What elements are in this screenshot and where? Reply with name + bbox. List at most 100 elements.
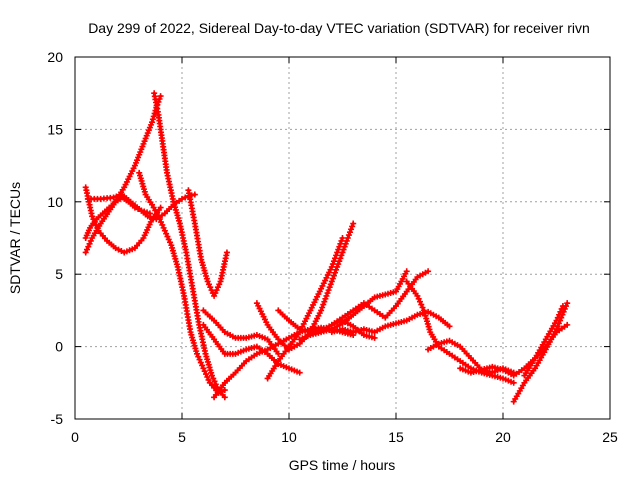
data-point	[335, 246, 342, 253]
data-point	[296, 369, 303, 376]
chart-title: Day 299 of 2022, Sidereal Day-to-day VTE…	[88, 20, 590, 36]
data-point	[113, 193, 120, 200]
data-point	[334, 263, 341, 270]
data-point	[146, 210, 153, 217]
x-tick-label: 0	[71, 429, 79, 445]
data-point	[318, 307, 325, 314]
data-point	[338, 237, 345, 244]
data-point	[326, 284, 333, 291]
x-tick-label: 25	[602, 429, 618, 445]
data-point	[345, 232, 352, 239]
data-point	[191, 191, 198, 198]
data-point	[323, 292, 330, 299]
data-point	[149, 116, 156, 123]
data-point	[328, 278, 335, 285]
data-point	[334, 249, 341, 256]
data-point	[223, 249, 230, 256]
series-track-7	[185, 187, 230, 299]
data-point	[131, 204, 138, 211]
data-point	[371, 334, 378, 341]
data-point	[342, 240, 349, 247]
data-point	[221, 394, 228, 401]
data-point	[343, 237, 350, 244]
data-point	[344, 235, 351, 241]
data-point	[157, 204, 164, 211]
data-point	[325, 287, 332, 294]
y-tick-label: 10	[47, 194, 63, 210]
series-track-1	[82, 93, 164, 256]
y-tick-label: 20	[47, 49, 63, 65]
x-tick-label: 5	[178, 429, 186, 445]
data-point	[321, 298, 328, 305]
series-track-16	[328, 308, 453, 336]
grid	[75, 57, 610, 419]
data-point	[150, 113, 157, 120]
data-point	[275, 350, 282, 357]
data-point	[338, 252, 345, 259]
data-point	[425, 268, 432, 275]
data-point	[328, 263, 335, 270]
y-axis-label: SDTVAR / TECUs	[7, 182, 23, 294]
data-point	[330, 272, 337, 279]
data-point	[559, 303, 566, 310]
data-point	[135, 206, 142, 213]
series-track-12	[264, 235, 346, 382]
data-point	[341, 243, 348, 250]
data-point	[150, 215, 157, 222]
y-tick-label: 5	[55, 266, 63, 282]
series-track-21	[521, 303, 566, 379]
data-point	[332, 269, 339, 276]
data-point	[564, 321, 571, 328]
data-point	[403, 268, 410, 275]
data-point	[332, 255, 339, 262]
y-tick-label: -5	[51, 411, 64, 427]
y-tick-label: 0	[55, 339, 63, 355]
data-point	[333, 252, 340, 259]
data-point	[322, 295, 329, 302]
series-track-15	[328, 268, 432, 328]
data-point	[149, 119, 156, 126]
data-point	[346, 229, 353, 236]
data-point	[151, 110, 158, 117]
data-point	[157, 93, 164, 100]
data-point	[337, 255, 344, 262]
x-tick-label: 15	[388, 429, 404, 445]
data-point	[319, 304, 326, 311]
x-tick-label: 20	[495, 429, 511, 445]
series-track-10	[200, 307, 282, 357]
data-point	[335, 261, 342, 268]
data-point	[182, 194, 189, 201]
data-point	[324, 290, 331, 297]
data-point	[138, 207, 145, 214]
series-track-6	[136, 169, 228, 396]
series-track-5	[82, 194, 153, 241]
data-point	[110, 194, 117, 201]
y-tick-label: 15	[47, 121, 63, 137]
axis-ticks: 0 5 10 15 20 25 -5 0 5 10 15 20	[47, 49, 618, 445]
data-point	[339, 249, 346, 256]
data-point	[446, 323, 453, 330]
data-point	[329, 261, 336, 268]
data-point	[349, 223, 356, 230]
data-point	[333, 266, 340, 273]
data-point	[564, 300, 571, 307]
data-point	[327, 281, 334, 288]
series-track-2	[151, 90, 228, 401]
data-point	[179, 195, 185, 202]
data-point	[320, 301, 327, 308]
series-track-20	[510, 300, 571, 405]
data-point	[337, 240, 344, 247]
data-point	[336, 243, 343, 250]
data-point	[510, 379, 517, 386]
data-point	[329, 275, 336, 282]
data-point	[330, 258, 337, 265]
plot-frame	[74, 56, 611, 420]
x-tick-label: 10	[281, 429, 297, 445]
data-point	[336, 258, 343, 265]
x-axis-label: GPS time / hours	[289, 457, 396, 473]
data-point	[339, 235, 346, 241]
data-point	[340, 246, 347, 253]
series-track-17	[403, 278, 517, 386]
data-point	[350, 220, 357, 227]
